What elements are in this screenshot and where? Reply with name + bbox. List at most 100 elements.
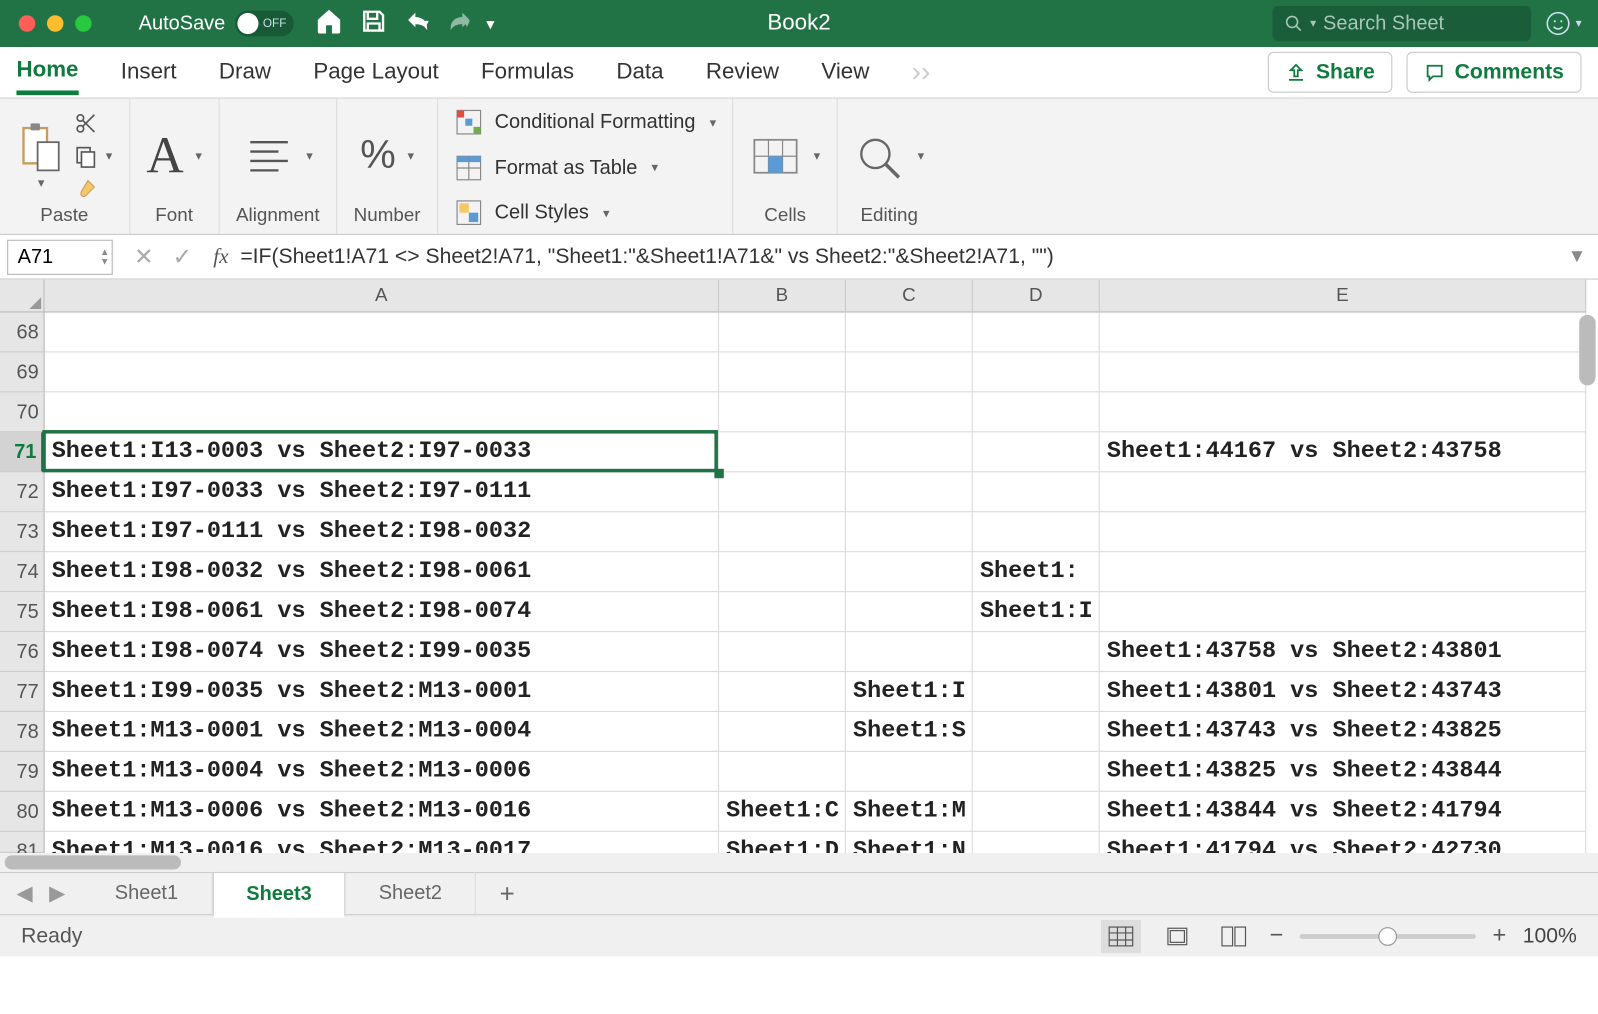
fill-handle[interactable]	[714, 469, 723, 478]
close-window-button[interactable]	[19, 15, 35, 31]
row-header[interactable]: 80	[0, 792, 45, 832]
autosave-toggle[interactable]: AutoSave OFF	[139, 11, 294, 37]
select-all-corner[interactable]	[0, 280, 45, 313]
cell[interactable]: Sheet1:M13-0004 vs Sheet2:M13-0006	[45, 752, 719, 792]
cell[interactable]	[846, 432, 973, 472]
cell[interactable]: Sheet1:43801 vs Sheet2:43743	[1100, 672, 1586, 712]
cell[interactable]	[973, 712, 1100, 752]
undo-icon[interactable]: ▾	[404, 9, 429, 37]
cell[interactable]: Sheet1:I99-0035 vs Sheet2:M13-0001	[45, 672, 719, 712]
cell[interactable]	[1100, 512, 1586, 552]
cell[interactable]: Sheet1:N	[846, 832, 973, 853]
cancel-formula-icon[interactable]: ✕	[134, 242, 154, 271]
cell[interactable]	[719, 432, 846, 472]
cell[interactable]	[719, 552, 846, 592]
row-header[interactable]: 73	[0, 512, 45, 552]
cell[interactable]	[846, 472, 973, 512]
format-as-table-button[interactable]: Format as Table▾	[455, 151, 658, 184]
cell[interactable]	[846, 392, 973, 432]
column-header[interactable]: D	[973, 280, 1100, 313]
cell[interactable]	[45, 353, 719, 393]
column-header[interactable]: E	[1100, 280, 1586, 313]
view-page-layout-button[interactable]	[1157, 919, 1197, 952]
horizontal-scrollbar-thumb[interactable]	[5, 855, 181, 869]
alignment-button[interactable]	[243, 132, 295, 179]
cell[interactable]: Sheet1:I97-0111 vs Sheet2:I98-0032	[45, 512, 719, 552]
add-sheet-button[interactable]: +	[476, 878, 538, 909]
paste-button[interactable]: ▾	[16, 121, 63, 190]
formula-input[interactable]: =IF(Sheet1!A71 <> Sheet2!A71, "Sheet1:"&…	[240, 244, 1556, 269]
cell[interactable]	[973, 752, 1100, 792]
tab-draw[interactable]: Draw	[219, 52, 271, 92]
cell[interactable]	[719, 712, 846, 752]
zoom-slider[interactable]	[1300, 934, 1476, 939]
cell[interactable]: Sheet1:I97-0033 vs Sheet2:I97-0111	[45, 472, 719, 512]
tab-formulas[interactable]: Formulas	[481, 52, 574, 92]
cell[interactable]: Sheet1:I	[846, 672, 973, 712]
row-header[interactable]: 76	[0, 632, 45, 672]
row-headers[interactable]: 6869707172737475767778798081	[0, 313, 45, 854]
cell[interactable]	[846, 353, 973, 393]
cell[interactable]: Sheet1:M	[846, 792, 973, 832]
row-header[interactable]: 79	[0, 752, 45, 792]
zoom-in-button[interactable]: +	[1493, 922, 1507, 949]
save-icon[interactable]	[359, 6, 387, 40]
cell[interactable]: Sheet1:	[973, 552, 1100, 592]
feedback-button[interactable]: ▾	[1545, 11, 1581, 37]
cell[interactable]: Sheet1:M13-0001 vs Sheet2:M13-0004	[45, 712, 719, 752]
row-header[interactable]: 75	[0, 592, 45, 632]
cell[interactable]: Sheet1:I	[973, 592, 1100, 632]
cell[interactable]	[1100, 552, 1586, 592]
cell[interactable]	[719, 632, 846, 672]
tab-home[interactable]: Home	[16, 50, 78, 95]
home-icon[interactable]	[315, 6, 343, 40]
cell[interactable]	[846, 752, 973, 792]
fx-icon[interactable]: fx	[213, 244, 240, 269]
tab-insert[interactable]: Insert	[121, 52, 177, 92]
row-header[interactable]: 68	[0, 313, 45, 353]
column-header[interactable]: C	[846, 280, 973, 313]
cell[interactable]	[719, 353, 846, 393]
copy-button[interactable]: ▾	[73, 143, 112, 169]
cell[interactable]	[719, 313, 846, 353]
cell[interactable]	[973, 632, 1100, 672]
cell[interactable]	[719, 672, 846, 712]
cell[interactable]	[846, 632, 973, 672]
cell[interactable]	[719, 592, 846, 632]
cell[interactable]	[973, 432, 1100, 472]
cell[interactable]	[846, 512, 973, 552]
sheet-nav-next-icon[interactable]: ▶	[49, 881, 65, 906]
row-header[interactable]: 69	[0, 353, 45, 393]
cell[interactable]: Sheet1:43758 vs Sheet2:43801	[1100, 632, 1586, 672]
cut-button[interactable]	[73, 110, 112, 136]
cell[interactable]: Sheet1:D	[719, 832, 846, 853]
cell[interactable]: Sheet1:C	[719, 792, 846, 832]
expand-formula-bar-icon[interactable]: ▼	[1556, 246, 1598, 267]
cell[interactable]: Sheet1:I98-0074 vs Sheet2:I99-0035	[45, 632, 719, 672]
tabs-overflow-icon[interactable]: ››	[912, 56, 931, 89]
column-header[interactable]: B	[719, 280, 846, 313]
row-header[interactable]: 71	[0, 432, 45, 472]
cells-button[interactable]	[750, 132, 802, 179]
format-painter-button[interactable]	[73, 176, 112, 202]
zoom-percentage[interactable]: 100%	[1523, 924, 1577, 949]
cell-area[interactable]: Sheet1:I13-0003 vs Sheet2:I97-0033Sheet1…	[45, 313, 1587, 854]
share-button[interactable]: Share	[1268, 52, 1393, 93]
cell[interactable]: Sheet1:I98-0032 vs Sheet2:I98-0061	[45, 552, 719, 592]
minimize-window-button[interactable]	[47, 15, 63, 31]
cell[interactable]	[846, 313, 973, 353]
cell[interactable]: Sheet1:43825 vs Sheet2:43844	[1100, 752, 1586, 792]
cell[interactable]	[846, 592, 973, 632]
horizontal-scrollbar[interactable]	[0, 853, 1598, 872]
search-sheet-input[interactable]: ▾ Search Sheet	[1272, 6, 1530, 41]
cell[interactable]: Sheet1:43743 vs Sheet2:43825	[1100, 712, 1586, 752]
cell[interactable]	[719, 512, 846, 552]
conditional-formatting-button[interactable]: Conditional Formatting▾	[455, 106, 717, 139]
cell[interactable]	[973, 392, 1100, 432]
tab-page-layout[interactable]: Page Layout	[313, 52, 438, 92]
editing-button[interactable]	[854, 132, 906, 179]
cell[interactable]	[1100, 592, 1586, 632]
zoom-out-button[interactable]: −	[1270, 922, 1284, 949]
cell[interactable]	[973, 672, 1100, 712]
cell[interactable]	[846, 552, 973, 592]
